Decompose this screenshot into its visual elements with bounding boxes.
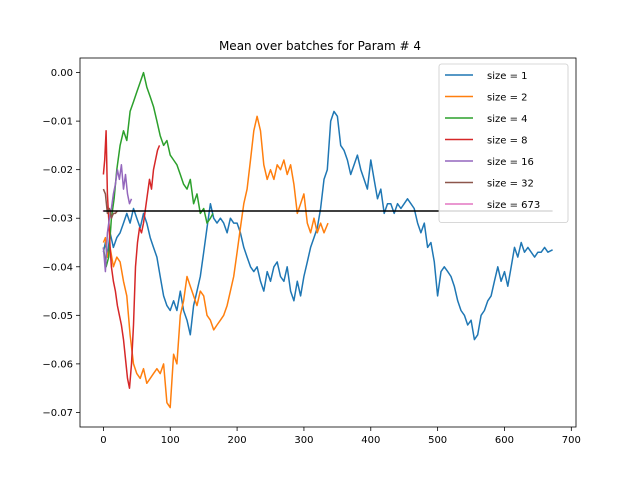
series-line-5 <box>102 164 133 273</box>
legend-entry-label: size = 8 <box>487 136 528 147</box>
y-tick-label: −0.05 <box>42 311 73 322</box>
y-tick-label: −0.02 <box>42 165 73 176</box>
legend-entry-label: size = 16 <box>487 157 534 168</box>
y-axis: 0.00 −0.01 −0.02 −0.03 −0.04 −0.05 −0.06 −0.07 <box>42 68 80 419</box>
series-line-3 <box>102 71 214 268</box>
legend: size = 1 size = 2 size = 4 size = 8 size = 1… <box>438 63 569 223</box>
y-tick-label: −0.03 <box>42 214 73 225</box>
x-tick-label: 300 <box>294 435 313 446</box>
y-tick-label: −0.04 <box>42 262 73 273</box>
y-tick-label: 0.00 <box>51 68 73 79</box>
y-tick-label: −0.06 <box>42 359 73 370</box>
series-line-4 <box>102 130 161 389</box>
x-tick-label: 200 <box>228 435 247 446</box>
legend-entry-label: size = 4 <box>487 114 528 125</box>
series-line-1 <box>102 110 553 341</box>
legend-entry-label: size = 2 <box>487 93 528 104</box>
x-tick-label: 700 <box>562 435 581 446</box>
x-tick-label: 500 <box>428 435 447 446</box>
legend-entry-label: size = 1 <box>487 71 528 82</box>
x-tick-label: 0 <box>100 435 106 446</box>
series-line-6 <box>102 188 118 219</box>
y-tick-label: −0.07 <box>42 408 73 419</box>
y-tick-label: −0.01 <box>42 117 73 128</box>
series-line-2 <box>102 115 329 409</box>
plot-frame <box>79 57 577 428</box>
x-tick-label: 400 <box>361 435 380 446</box>
legend-entry-label: size = 32 <box>487 179 534 190</box>
x-tick-label: 100 <box>161 435 180 446</box>
x-axis: 0 100 200 300 400 500 600 700 <box>100 427 581 446</box>
x-tick-label: 600 <box>495 435 514 446</box>
chart-title: Mean over batches for Param # 4 <box>219 39 421 53</box>
legend-entry-label: size = 673 <box>487 200 540 211</box>
